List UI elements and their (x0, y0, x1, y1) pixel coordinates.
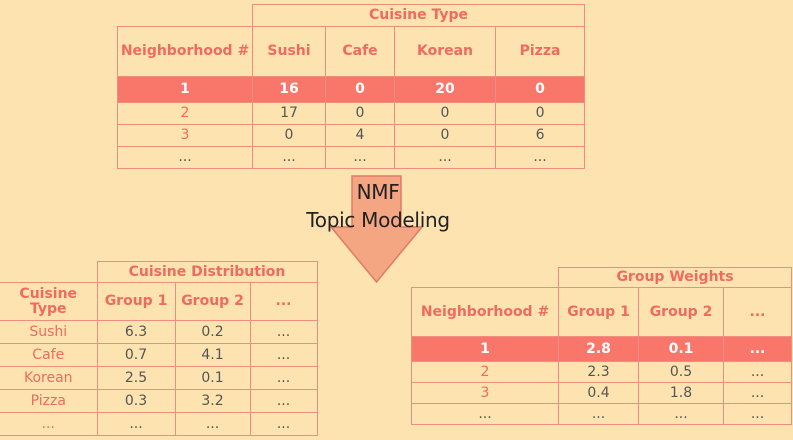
row-label: Korean (0, 367, 97, 390)
corner-cell (412, 268, 559, 288)
cell: 20 (395, 77, 496, 103)
column-header-group-2: Group 2 (175, 283, 250, 321)
group-weights-header: Group Weights (559, 268, 792, 288)
row-label: 1 (412, 337, 559, 362)
cell: 0 (326, 103, 395, 125)
cuisine-type-header: Cuisine Type (253, 5, 585, 27)
table-row: 3 0 4 0 6 (118, 125, 585, 147)
cell: 0 (326, 77, 395, 103)
cell: ... (724, 362, 792, 383)
cell: 0.3 (97, 390, 175, 413)
arrow-label: NMF Topic Modeling (290, 178, 466, 234)
cuisine-type-header: Cuisine Type (0, 283, 97, 321)
table-row: ... ... ... ... ... (118, 147, 585, 169)
column-header-korean: Korean (395, 27, 496, 77)
table-row: Korean 2.5 0.1 ... (0, 367, 317, 390)
corner-cell (0, 262, 97, 283)
cell: 16 (253, 77, 326, 103)
table-row: 1 16 0 20 0 (118, 77, 585, 103)
cell: 0.1 (175, 367, 250, 390)
neighborhood-header: Neighborhood # (412, 288, 559, 337)
row-label: ... (118, 147, 253, 169)
cell: 6.3 (97, 321, 175, 344)
column-header-group-1: Group 1 (559, 288, 639, 337)
cell: 2.5 (97, 367, 175, 390)
column-header-group-2: Group 2 (639, 288, 724, 337)
cell: 0.1 (639, 337, 724, 362)
column-header-sushi: Sushi (253, 27, 326, 77)
cell: ... (496, 147, 585, 169)
neighborhood-cuisine-table: Cuisine Type Neighborhood # Sushi Cafe K… (117, 4, 585, 169)
cell: 2.3 (559, 362, 639, 383)
cell: 17 (253, 103, 326, 125)
table-row: 2 17 0 0 0 (118, 103, 585, 125)
cell: ... (724, 404, 792, 425)
row-label: ... (0, 413, 97, 436)
arrow-label-line2: Topic Modeling (290, 206, 466, 234)
row-label: 1 (118, 77, 253, 103)
table-row: 3 0.4 1.8 ... (412, 383, 792, 404)
table-row: Sushi 6.3 0.2 ... (0, 321, 317, 344)
cell: 0 (395, 103, 496, 125)
column-header-pizza: Pizza (496, 27, 585, 77)
row-label: ... (412, 404, 559, 425)
cell: 0.5 (639, 362, 724, 383)
cell: ... (724, 337, 792, 362)
cell: 0 (395, 125, 496, 147)
cell: ... (250, 344, 317, 367)
cell: ... (724, 383, 792, 404)
table-row: ... ... ... ... (0, 413, 317, 436)
group-weights-table: Group Weights Neighborhood # Group 1 Gro… (411, 267, 792, 425)
cell: ... (250, 367, 317, 390)
column-header-more: ... (250, 283, 317, 321)
cell: 0.4 (559, 383, 639, 404)
cell: ... (175, 413, 250, 436)
row-label: 3 (412, 383, 559, 404)
cell: ... (326, 147, 395, 169)
table-row: 2 2.3 0.5 ... (412, 362, 792, 383)
table-row: Cafe 0.7 4.1 ... (0, 344, 317, 367)
cell: ... (250, 390, 317, 413)
cell: ... (395, 147, 496, 169)
cell: ... (97, 413, 175, 436)
cell: ... (639, 404, 724, 425)
row-label: Sushi (0, 321, 97, 344)
cuisine-distribution-table: Cuisine Distribution Cuisine Type Group … (0, 261, 318, 436)
row-label: 2 (118, 103, 253, 125)
row-label: Pizza (0, 390, 97, 413)
cell: 0 (496, 77, 585, 103)
cell: ... (250, 321, 317, 344)
cell: 0.7 (97, 344, 175, 367)
cell: 4 (326, 125, 395, 147)
arrow-label-line1: NMF (290, 178, 466, 206)
table-row: ... ... ... ... (412, 404, 792, 425)
cell: 6 (496, 125, 585, 147)
cell: 4.1 (175, 344, 250, 367)
cell: 1.8 (639, 383, 724, 404)
cell: ... (559, 404, 639, 425)
cell: 0.2 (175, 321, 250, 344)
column-header-group-1: Group 1 (97, 283, 175, 321)
row-label: 3 (118, 125, 253, 147)
cuisine-distribution-header: Cuisine Distribution (97, 262, 317, 283)
cell: 2.8 (559, 337, 639, 362)
column-header-more: ... (724, 288, 792, 337)
table-row: Pizza 0.3 3.2 ... (0, 390, 317, 413)
row-label: Cafe (0, 344, 97, 367)
table-row: 1 2.8 0.1 ... (412, 337, 792, 362)
cell: 0 (253, 125, 326, 147)
cell: ... (250, 413, 317, 436)
column-header-cafe: Cafe (326, 27, 395, 77)
cell: ... (253, 147, 326, 169)
neighborhood-header: Neighborhood # (118, 27, 253, 77)
row-label: 2 (412, 362, 559, 383)
cell: 3.2 (175, 390, 250, 413)
cell: 0 (496, 103, 585, 125)
corner-cell (118, 5, 253, 27)
